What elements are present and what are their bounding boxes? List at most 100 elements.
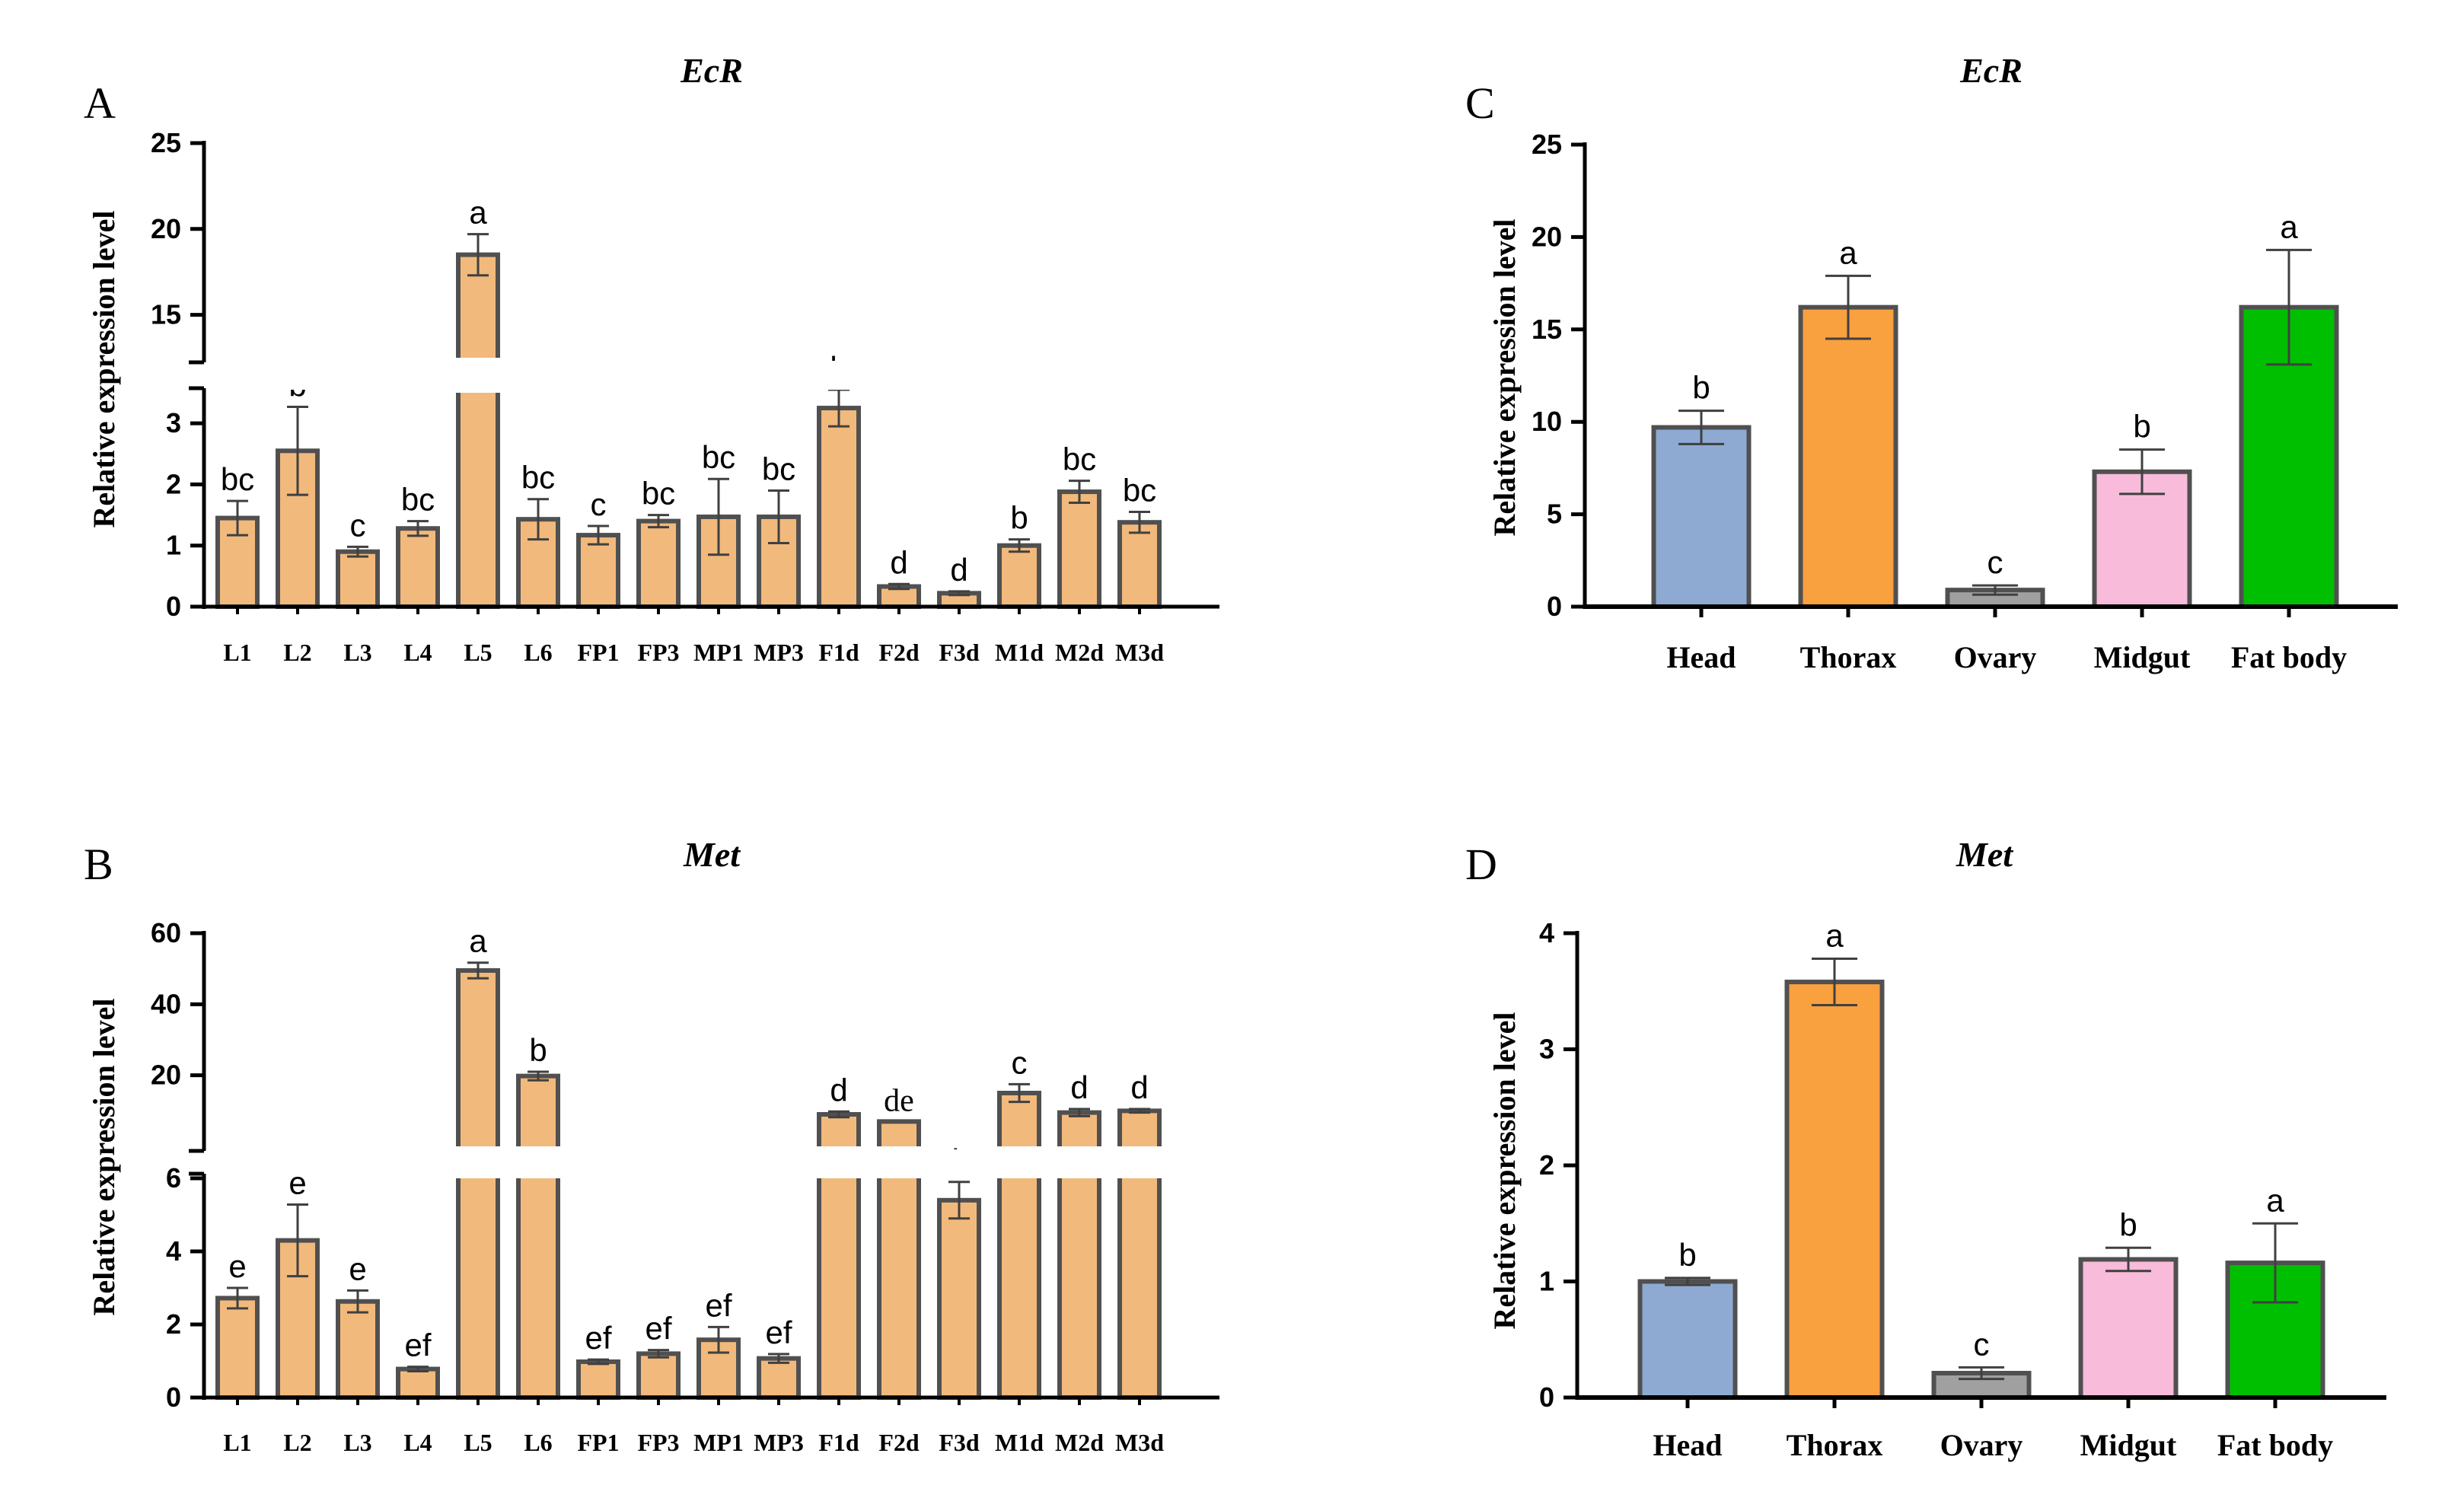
error-bar bbox=[1812, 958, 1857, 1007]
error-bar bbox=[528, 1070, 549, 1082]
y-tick-label: 1 bbox=[1539, 1266, 1554, 1297]
bar-lower-segment bbox=[819, 1178, 859, 1398]
significance-label: d bbox=[950, 552, 967, 588]
error-bar bbox=[948, 1181, 970, 1220]
y-tick-label: 15 bbox=[1532, 314, 1562, 345]
y-tick-label: 60 bbox=[151, 917, 181, 948]
error-bar bbox=[828, 1110, 849, 1119]
bar-lower-segment bbox=[1060, 1178, 1099, 1398]
bar bbox=[2078, 1257, 2179, 1401]
error-bar bbox=[407, 520, 429, 537]
significance-label: b bbox=[1010, 500, 1028, 536]
bar bbox=[336, 1299, 380, 1401]
error-bar bbox=[1009, 1082, 1030, 1104]
bar bbox=[576, 533, 620, 610]
significance-label: b bbox=[1678, 1237, 1696, 1273]
y-tick-label: 0 bbox=[166, 1382, 181, 1413]
error-bar bbox=[347, 1289, 368, 1314]
x-tick-label: Thorax bbox=[1800, 640, 1897, 674]
significance-label: bc bbox=[221, 461, 254, 497]
error-bar bbox=[1069, 480, 1090, 505]
y-tick-label: 6 bbox=[166, 1162, 181, 1194]
chart-title: EcR bbox=[680, 51, 743, 90]
panel-letter: C bbox=[1465, 78, 1495, 128]
significance-label: d bbox=[1070, 1069, 1088, 1105]
bar-lower-segment bbox=[999, 1178, 1039, 1398]
bar bbox=[396, 1366, 440, 1401]
y-tick-label: 1 bbox=[166, 530, 181, 561]
error-bar bbox=[467, 233, 489, 277]
significance-label: c bbox=[591, 486, 607, 522]
chart-panel-d: D Met Relative expression level b Head a Thora… bbox=[1465, 835, 2386, 1462]
bar bbox=[458, 971, 498, 1146]
chart-title: Met bbox=[1956, 835, 2013, 874]
significance-label: bc bbox=[1063, 441, 1096, 477]
x-tick-label: F1d bbox=[818, 1429, 859, 1456]
bar bbox=[636, 1351, 681, 1401]
x-tick-label: FP3 bbox=[637, 639, 679, 666]
bar bbox=[937, 1197, 981, 1401]
error-bar bbox=[1825, 274, 1871, 340]
error-bar bbox=[648, 514, 669, 529]
error-bar bbox=[708, 477, 729, 556]
error-bar bbox=[1959, 1366, 2004, 1381]
panel-letter: D bbox=[1465, 840, 1497, 889]
y-tick-label: 25 bbox=[151, 127, 181, 158]
bar bbox=[1117, 520, 1162, 609]
x-tick-label: Head bbox=[1666, 640, 1736, 674]
significance-label: bc bbox=[762, 451, 795, 486]
significance-label: a bbox=[469, 195, 487, 231]
significance-label: c bbox=[1974, 1326, 1990, 1362]
x-tick-label: M2d bbox=[1055, 1429, 1104, 1456]
x-tick-label: L5 bbox=[464, 639, 492, 666]
error-bar bbox=[407, 1366, 429, 1372]
significance-label: a bbox=[469, 923, 487, 959]
y-tick-label: 20 bbox=[1532, 221, 1562, 252]
x-tick-label: MP3 bbox=[754, 1429, 804, 1456]
axis-break-gap bbox=[210, 1149, 1219, 1175]
significance-label: ef bbox=[585, 1320, 611, 1356]
error-bar bbox=[1129, 1108, 1150, 1114]
x-tick-label: F2d bbox=[878, 639, 920, 666]
bar bbox=[819, 1114, 859, 1146]
error-bar bbox=[588, 524, 609, 546]
x-tick-label: M1d bbox=[995, 1429, 1044, 1456]
significance-label: bc bbox=[642, 476, 675, 512]
significance-label: e bbox=[349, 1251, 366, 1286]
bar-upper-outline bbox=[877, 1119, 921, 1146]
error-bar bbox=[648, 1349, 669, 1359]
significance-label: ef bbox=[404, 1327, 431, 1363]
y-tick-label: 40 bbox=[151, 988, 181, 1019]
y-tick-label: 3 bbox=[166, 407, 181, 438]
y-tick-label: 0 bbox=[1539, 1382, 1554, 1413]
panel-letter: A bbox=[84, 78, 116, 128]
significance-label: d bbox=[1130, 1069, 1148, 1105]
bar bbox=[1060, 1112, 1099, 1146]
y-tick-label: 20 bbox=[151, 1060, 181, 1091]
x-tick-label: L1 bbox=[223, 639, 251, 666]
bar bbox=[1784, 980, 1885, 1401]
y-tick-label: 3 bbox=[1539, 1034, 1554, 1065]
bar bbox=[817, 406, 861, 609]
error-bar bbox=[768, 1353, 789, 1364]
bar bbox=[215, 1296, 260, 1400]
significance-label: b bbox=[2119, 1206, 2137, 1242]
chart-title: Met bbox=[683, 835, 741, 874]
x-tick-label: MP3 bbox=[754, 639, 804, 666]
y-tick-label: 25 bbox=[1532, 129, 1562, 160]
bar-lower-segment bbox=[458, 1178, 498, 1398]
significance-label: b bbox=[529, 1032, 547, 1068]
y-axis-label: Relative expression level bbox=[87, 211, 121, 528]
x-tick-label: Fat body bbox=[2231, 640, 2347, 674]
significance-label: a bbox=[2280, 209, 2298, 244]
x-tick-label: L3 bbox=[343, 1429, 371, 1456]
error-bar bbox=[1069, 1108, 1090, 1117]
error-bar bbox=[1129, 511, 1150, 534]
x-tick-label: Ovary bbox=[1954, 640, 2037, 674]
x-tick-label: M3d bbox=[1115, 1429, 1164, 1456]
x-tick-label: FP1 bbox=[577, 639, 619, 666]
y-tick-label: 4 bbox=[166, 1235, 181, 1267]
bar bbox=[879, 1121, 919, 1146]
significance-label: bc bbox=[1123, 473, 1156, 508]
